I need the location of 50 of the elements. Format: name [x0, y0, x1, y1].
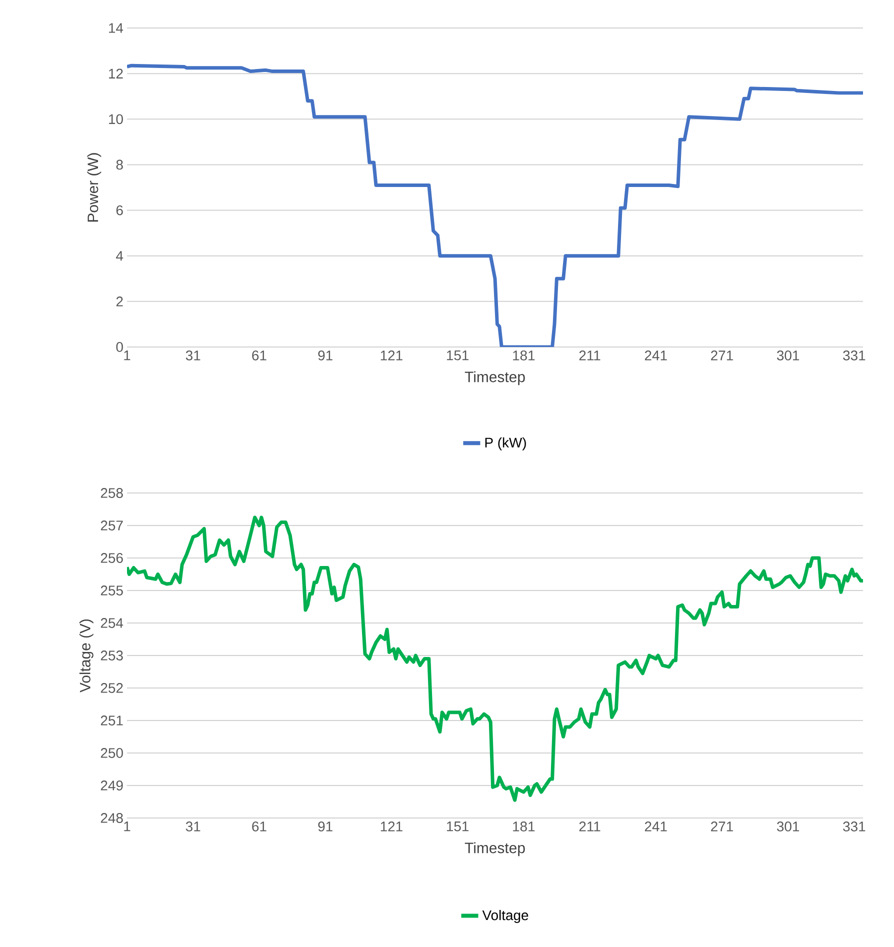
y-tick-label: 14 [109, 23, 124, 33]
x-tick-label: 331 [843, 350, 866, 360]
x-axis-title: Timestep [464, 371, 525, 386]
x-tick-label: 121 [380, 822, 402, 832]
y-tick-label: 6 [116, 205, 123, 216]
x-tick-label: 271 [711, 822, 733, 832]
x-tick-label: 1 [124, 822, 130, 832]
y-tick-label: 248 [100, 813, 123, 823]
x-tick-label: 121 [380, 350, 402, 360]
y-tick-label: 4 [116, 251, 124, 261]
y-tick-label: 2 [116, 296, 123, 306]
y-axis-title: Voltage (V) [79, 619, 94, 692]
y-tick-label: 8 [116, 160, 123, 170]
y-tick-label: 254 [100, 618, 124, 628]
legend-label: Voltage [482, 910, 528, 923]
y-tick-label: 255 [100, 586, 123, 596]
x-tick-label: 241 [644, 350, 667, 360]
x-tick-label: 61 [252, 822, 266, 832]
x-tick-label: 151 [446, 350, 468, 360]
x-tick-label: 151 [446, 822, 468, 832]
x-tick-label: 91 [318, 822, 332, 832]
x-tick-label: 31 [186, 350, 200, 360]
legend-label: P (kW) [485, 437, 526, 450]
y-tick-label: 250 [100, 748, 123, 758]
x-tick-label: 211 [579, 822, 600, 832]
y-tick-label: 257 [100, 520, 123, 530]
x-tick-label: 301 [776, 350, 800, 360]
y-tick-label: 252 [100, 683, 123, 693]
x-tick-label: 1 [124, 350, 130, 360]
y-tick-label: 0 [116, 342, 123, 352]
y-tick-label: 10 [109, 114, 123, 124]
x-tick-label: 181 [513, 350, 535, 360]
x-tick-label: 91 [318, 350, 332, 360]
line-series [127, 64, 864, 348]
x-tick-label: 181 [513, 822, 535, 832]
x-tick-label: 31 [186, 822, 200, 832]
x-tick-label: 211 [579, 350, 600, 360]
x-tick-label: 61 [252, 350, 266, 360]
y-tick-label: 12 [109, 68, 123, 78]
y-tick-label: 249 [100, 780, 123, 790]
y-axis-title: Power (W) [87, 153, 102, 222]
y-tick-label: 253 [100, 650, 123, 660]
x-tick-label: 331 [843, 822, 866, 832]
x-tick-label: 271 [711, 350, 733, 360]
y-tick-label: 258 [100, 488, 123, 498]
x-axis-title: Timestep [464, 842, 525, 856]
y-tick-label: 256 [100, 553, 123, 563]
y-tick-label: 251 [100, 716, 123, 726]
x-tick-label: 241 [644, 822, 667, 832]
x-tick-label: 301 [776, 822, 800, 832]
